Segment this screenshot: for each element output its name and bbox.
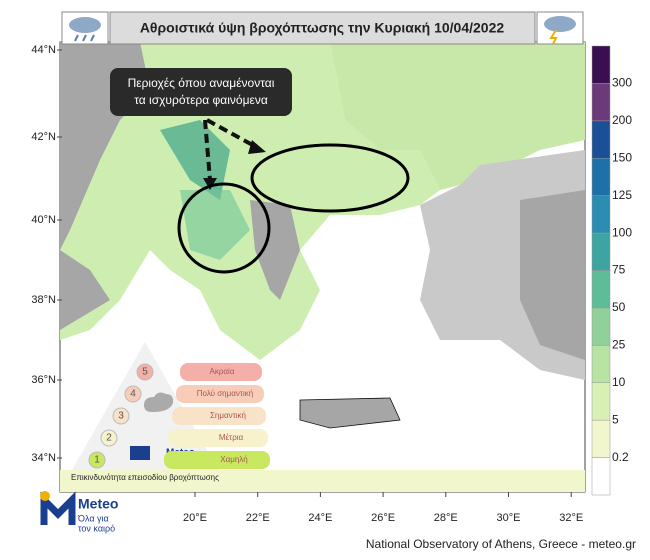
colorbar-band xyxy=(591,83,611,122)
lat-label: 36°N xyxy=(31,374,56,386)
colorbar-label: 200 xyxy=(612,113,632,127)
callout-line: Περιοχές όπου αναμένονται xyxy=(128,76,275,90)
risk-bar xyxy=(176,385,264,403)
colorbar-label: 100 xyxy=(612,225,632,239)
risk-label: Ακραία xyxy=(210,367,235,376)
colorbar-band xyxy=(591,232,611,271)
risk-bar xyxy=(168,429,268,447)
colorbar-band xyxy=(591,270,611,309)
risk-bar xyxy=(172,407,266,425)
colorbar-band xyxy=(591,345,611,384)
risk-circle xyxy=(136,363,154,381)
risk-legend: Meteo Επικινδυνότητα επεισοδίου βροχόπτω… xyxy=(71,342,270,482)
colorbar-band xyxy=(591,307,611,346)
logo-tagline: τον καιρό xyxy=(78,523,115,533)
colorbar-label: 150 xyxy=(612,150,632,164)
lat-label: 42°N xyxy=(31,131,56,143)
lon-label: 20°E xyxy=(183,512,207,524)
colorbar-label: 50 xyxy=(612,300,626,314)
colorbar-band xyxy=(591,419,611,458)
risk-bar xyxy=(164,451,270,469)
colorbar-band xyxy=(591,45,611,84)
colorbar-band xyxy=(591,158,611,196)
risk-circle xyxy=(100,429,118,447)
footer: National Observatory of Athens, Greece -… xyxy=(366,537,636,551)
callout-line: τα ισχυρότερα φαινόμενα xyxy=(134,93,268,107)
lon-label: 22°E xyxy=(246,512,270,524)
lat-label: 44°N xyxy=(31,44,56,56)
title-box xyxy=(109,11,536,45)
risk-number: 5 xyxy=(142,367,148,378)
lon-label: 32°E xyxy=(559,512,583,524)
icon-storm xyxy=(536,11,584,45)
callout: Περιοχές όπου αναμένονται τα ισχυρότερα … xyxy=(110,68,410,274)
colorbar-band xyxy=(591,120,611,159)
risk-label: Χαμηλή xyxy=(220,455,247,464)
map xyxy=(59,41,586,493)
logo: Meteo Όλα για τον καιρό xyxy=(40,491,118,533)
title: Αθροιστικά ύψη βροχόπτωσης την Κυριακή 1… xyxy=(140,20,505,36)
lat-label: 40°N xyxy=(31,214,56,226)
colorbar-label: 125 xyxy=(612,188,632,202)
colorbar-label: 300 xyxy=(612,76,632,90)
risk-number: 3 xyxy=(118,411,124,422)
risk-label: Πολύ σημαντική xyxy=(197,389,254,398)
risk-number: 1 xyxy=(94,455,100,466)
risk-circle xyxy=(124,385,142,403)
lon-label: 26°E xyxy=(371,512,395,524)
colorbar-label: 25 xyxy=(612,338,626,352)
colorbar-band xyxy=(591,457,611,496)
colorbar-band xyxy=(591,195,611,234)
lon-label: 30°E xyxy=(497,512,521,524)
logo-name: Meteo xyxy=(78,496,118,512)
risk-number: 4 xyxy=(130,389,136,400)
colorbar-label: 75 xyxy=(612,263,626,277)
lon-label: 24°E xyxy=(308,512,332,524)
logo-tagline: Όλα για xyxy=(77,513,109,523)
risk-bar xyxy=(180,363,262,381)
colorbar-band xyxy=(591,382,611,421)
risk-label: Μέτρια xyxy=(219,433,244,442)
risk-circle xyxy=(112,407,130,425)
risk-circle xyxy=(88,451,106,469)
lon-label: 28°E xyxy=(434,512,458,524)
risk-number: 2 xyxy=(106,433,112,444)
colorbar-label: 5 xyxy=(612,412,619,426)
lat-label: 34°N xyxy=(31,452,56,464)
colorbar-label: 10 xyxy=(612,375,626,389)
colorbar-label: 0.2 xyxy=(612,450,629,464)
legend-caption: Επικινδυνότητα επεισοδίου βροχόπτωσης xyxy=(71,473,219,482)
risk-label: Σημαντική xyxy=(210,411,246,420)
lat-label: 38°N xyxy=(31,294,56,306)
icon-rain xyxy=(61,11,109,45)
